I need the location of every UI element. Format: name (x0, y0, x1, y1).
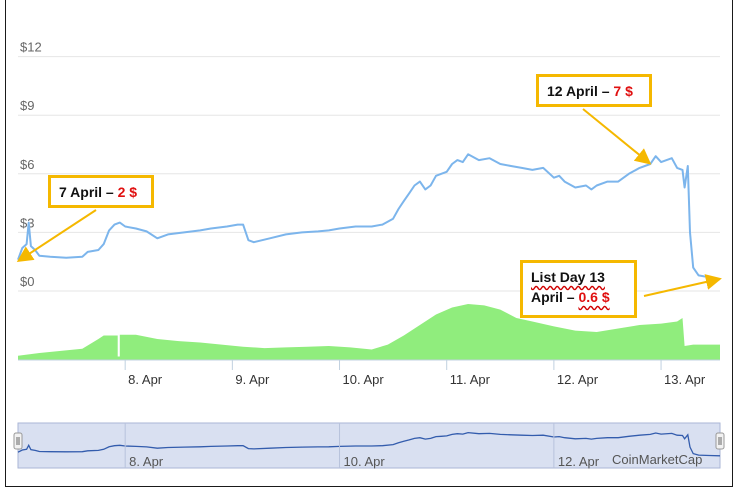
x-tick-label: 10. Apr (343, 372, 385, 387)
x-tick-label: 8. Apr (128, 372, 163, 387)
callout-7-april-label: 7 April – (59, 184, 118, 200)
x-tick-label: 11. Apr (450, 372, 491, 387)
y-tick-label: $3 (20, 215, 34, 230)
callout-12-april: 12 April – 7 $ (536, 74, 652, 107)
callout-list-day-line2: April – 0.6 $ (531, 287, 626, 307)
navigator-left-handle[interactable] (13, 432, 23, 450)
volume-area (18, 304, 720, 360)
navigator-tick-label: 8. Apr (129, 454, 164, 469)
callout-7-april: 7 April – 2 $ (48, 175, 154, 208)
callout-list-day-label: List Day 13 (531, 269, 605, 285)
y-tick-label: $6 (20, 157, 34, 172)
y-tick-label: $0 (20, 274, 34, 289)
callout-list-day: List Day 13 April – 0.6 $ (520, 260, 637, 318)
volume-area-shape (18, 304, 720, 360)
callout-7-april-price: 2 $ (117, 184, 138, 200)
navigator-tick-label: 12. Apr (558, 454, 600, 469)
annotation-arrow (643, 274, 722, 297)
navigator-right-handle[interactable] (715, 432, 725, 450)
callout-12-april-label: 12 April – (547, 83, 614, 99)
x-tick-label: 9. Apr (235, 372, 270, 387)
navigator[interactable]: 8. Apr 10. Apr 12. Apr (13, 422, 725, 469)
annotation-arrow (582, 108, 652, 165)
y-axis-labels: $0$3$6$9$12$15 (20, 40, 42, 289)
y-tick-label: $9 (20, 98, 34, 113)
price-line-path (17, 153, 721, 281)
navigator-tick-label: 10. Apr (344, 454, 386, 469)
watermark-text: CoinMarketCap (612, 452, 703, 467)
price-line (17, 153, 721, 281)
x-tick-label: 13. Apr (664, 372, 706, 387)
navigator-line (17, 431, 721, 457)
annotation-arrow (16, 209, 97, 262)
chart-frame (5, 0, 733, 487)
callout-12-april-price: 7 $ (613, 83, 633, 99)
callout-list-day-line1: List Day 13 (531, 267, 626, 287)
x-axis: 8. Apr 9. Apr 10. Apr 11. Apr 12. Apr 13. Apr (18, 359, 720, 387)
x-tick-label: 12. Apr (557, 372, 599, 387)
annotation-arrows (16, 108, 722, 297)
callout-list-day-april: April – (531, 289, 579, 305)
grid-lines (18, 56, 720, 292)
y-tick-label: $12 (20, 40, 42, 55)
callout-list-day-price: 0.6 $ (578, 289, 610, 305)
